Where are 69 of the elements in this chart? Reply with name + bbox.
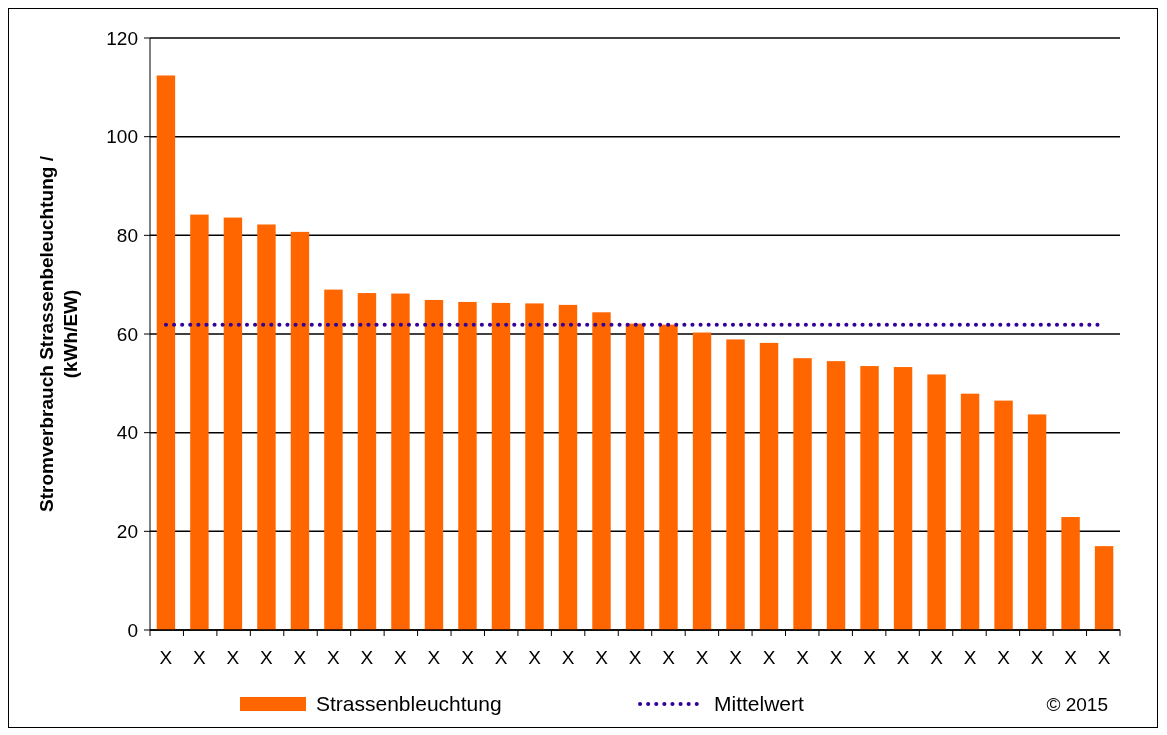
bar (190, 214, 209, 630)
bar (290, 231, 310, 630)
bar (1027, 414, 1047, 630)
y-tick-label: 100 (106, 126, 138, 148)
bar (726, 339, 745, 630)
text: © 2015 (1046, 693, 1108, 715)
y-axis-title: Stromverbrauch Strassenbeleuchtung / (kWh/EW) (36, 155, 81, 512)
legend-label: Strassenbleuchtung (316, 692, 502, 716)
bar (960, 393, 980, 630)
x-tick-label: X (762, 647, 776, 668)
bar (893, 367, 913, 630)
x-tick-label: X (327, 647, 341, 668)
x-tick-label: X (695, 647, 709, 668)
x-tick-label: X (293, 647, 307, 668)
y-tick-label: 20 (116, 520, 138, 542)
x-tick-label: X (963, 647, 977, 668)
x-tick-label: X (494, 647, 508, 668)
bar (223, 217, 243, 630)
bar (1061, 517, 1080, 630)
bar (793, 358, 812, 630)
x-tick-label: X (193, 647, 207, 668)
x-tick-label: X (662, 647, 676, 668)
y-tick-label: 0 (127, 619, 138, 641)
bar (994, 400, 1013, 630)
bar (257, 224, 276, 630)
x-tick-label: X (997, 647, 1011, 668)
bar (927, 374, 946, 630)
x-tick-label: X (930, 647, 944, 668)
x-tick-label: X (1064, 647, 1078, 668)
x-tick-label: X (260, 647, 274, 668)
y-tick-label: 40 (116, 422, 138, 444)
x-tick-label: X (461, 647, 475, 668)
bar (558, 304, 578, 630)
bar (357, 293, 377, 630)
bar (525, 303, 544, 630)
y-tick-label: 80 (116, 224, 138, 246)
y-tick-label: 120 (106, 27, 138, 49)
bar (324, 289, 343, 630)
x-tick-label: X (528, 647, 542, 668)
bar (424, 299, 444, 630)
x-tick-label: X (427, 647, 441, 668)
bar (458, 301, 477, 630)
x-tick-label: X (394, 647, 408, 668)
bar (625, 323, 645, 630)
legend-label: Mittelwert (714, 692, 805, 716)
x-tick-label: X (729, 647, 743, 668)
bar (391, 293, 410, 630)
x-tick-label: X (1097, 647, 1111, 668)
x-tick-label: X (159, 647, 173, 668)
x-tick-label: X (829, 647, 843, 668)
bar (592, 312, 611, 630)
bar (826, 361, 846, 630)
bar (692, 332, 712, 630)
x-tick-label: X (863, 647, 877, 668)
x-tick-label: X (1030, 647, 1044, 668)
x-tick-label: X (561, 647, 575, 668)
x-tick-label: X (595, 647, 609, 668)
x-tick-label: X (896, 647, 910, 668)
bar (759, 342, 779, 630)
bar (659, 324, 678, 630)
y-tick-label: 60 (116, 323, 138, 345)
x-tick-label: X (226, 647, 240, 668)
bar (156, 75, 176, 630)
bar (860, 366, 879, 630)
x-tick-label: X (796, 647, 810, 668)
x-tick-label: X (360, 647, 374, 668)
bar (491, 302, 511, 630)
bar (1094, 546, 1114, 630)
x-tick-label: X (628, 647, 642, 668)
